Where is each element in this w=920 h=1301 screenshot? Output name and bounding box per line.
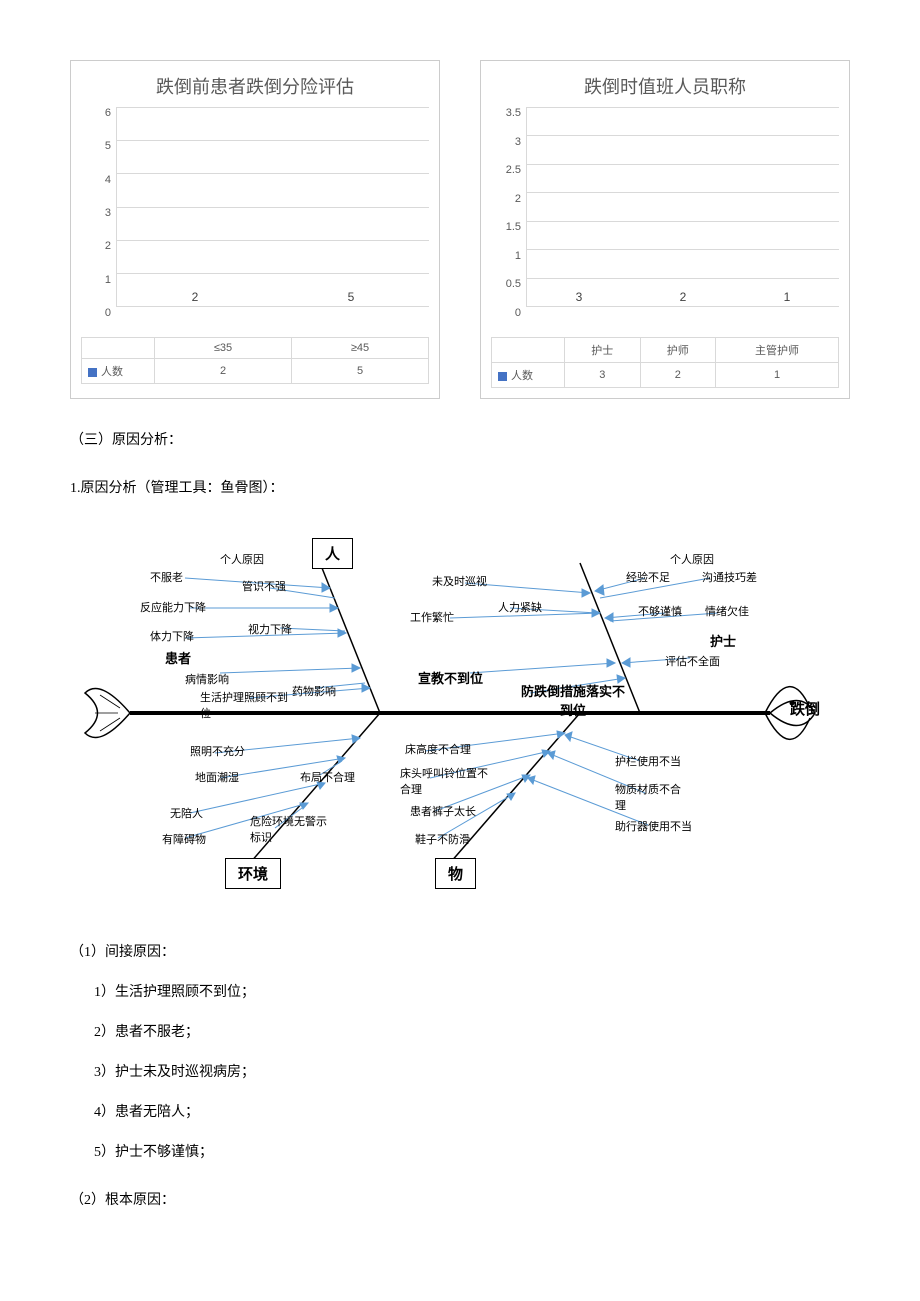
reason-5: 5）护士不够谨慎； [94,1141,850,1161]
fb-jingyan: 经验不足 [626,569,670,585]
heading-root: （2）根本原因： [70,1189,850,1209]
fb-bufulao: 不服老 [150,569,183,585]
fishbone-branch-wu: 物 [435,858,476,889]
fb-xuanjiao: 宣教不到位 [418,668,483,687]
fb-bingqing: 病情影响 [185,671,229,687]
fb-hulan: 护栏使用不当 [615,753,681,769]
fb-chuangtou: 床头呼叫铃位置不合理 [400,765,490,797]
heading-section-3: （三）原因分析： [70,429,850,449]
chart-staff-title: 跌倒时值班人员职称 00.511.522.533.5 321 护士护师主管护师人… [480,60,850,399]
fb-shili: 视力下降 [248,621,292,637]
fb-buju: 布局不合理 [300,769,355,785]
fb-pinggu: 评估不全面 [665,653,720,669]
fb-wupeiren: 无陪人 [170,805,203,821]
charts-row: 跌倒前患者跌倒分险评估 0123456 25 ≤35≥45人数25 跌倒时值班人… [70,60,850,399]
chart1-body: 0123456 25 [116,107,429,337]
reason-2: 2）患者不服老； [94,1021,850,1041]
heading-indirect: （1）间接原因： [70,941,850,961]
chart-risk-assessment: 跌倒前患者跌倒分险评估 0123456 25 ≤35≥45人数25 [70,60,440,399]
reason-3: 3）护士未及时巡视病房； [94,1061,850,1081]
fb-kuzi: 患者裤子太长 [410,803,476,819]
chart2-title: 跌倒时值班人员职称 [481,61,849,107]
fb-geren1: 个人原因 [220,551,264,567]
fb-weixian: 危险环境无警示标识 [250,813,330,845]
fb-zhangai: 有障碍物 [162,831,206,847]
fb-guanshi: 管识不强 [242,578,286,594]
fb-fanying: 反应能力下降 [140,599,206,615]
chart2-data-table: 护士护师主管护师人数321 [491,337,839,388]
fb-group-hushi: 护士 [710,631,736,650]
fishbone-branch-huanjing: 环境 [225,858,281,889]
fb-xiezi: 鞋子不防滑 [415,831,470,847]
fb-goutong: 沟通技巧差 [702,569,757,585]
fb-bujinshen: 不够谨慎 [638,603,682,619]
fb-head: 跌倒 [790,698,820,719]
chart1-data-table: ≤35≥45人数25 [81,337,429,384]
fishbone-diagram: 人 环境 物 患者 护士 宣教不到位 防跌倒措施落实不到位 跌倒 个人原因 不服… [70,513,830,913]
reason-1: 1）生活护理照顾不到位； [94,981,850,1001]
fb-yaowu: 药物影响 [292,683,336,699]
chart1-title: 跌倒前患者跌倒分险评估 [71,61,439,107]
heading-fishbone-tool: 1.原因分析（管理工具：鱼骨图）： [70,477,850,497]
fb-geren2: 个人原因 [670,551,714,567]
reason-4: 4）患者无陪人； [94,1101,850,1121]
fb-weijixun: 未及时巡视 [432,573,487,589]
fishbone-branch-ren: 人 [312,538,353,569]
fb-shenghuo: 生活护理照顾不到位 [200,689,290,721]
fb-dimian: 地面潮湿 [195,769,239,785]
fb-gongzuo: 工作繁忙 [410,609,454,625]
fb-tili: 体力下降 [150,628,194,644]
fb-fangdiedao: 防跌倒措施落实不到位 [518,681,628,719]
fb-zhaoming: 照明不充分 [190,743,245,759]
fb-renli: 人力紧缺 [498,599,542,615]
fb-qingxu: 情绪欠佳 [705,603,749,619]
fb-chuanggao: 床高度不合理 [405,741,471,757]
fb-zhuxing: 助行器使用不当 [615,818,692,834]
chart2-body: 00.511.522.533.5 321 [526,107,839,337]
fb-group-huanzhe: 患者 [165,648,191,667]
fb-wuzhi: 物质材质不合理 [615,781,690,813]
